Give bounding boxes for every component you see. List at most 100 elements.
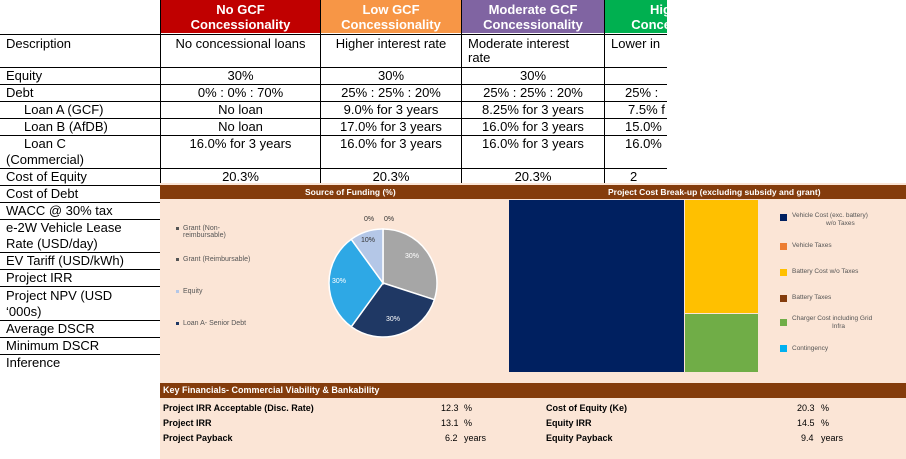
legend-grant-non-reimbursable: Grant (Non- reimbursable) [176, 225, 226, 239]
kf-label-equity-irr: Equity IRR [546, 418, 592, 428]
legend-label: Grant (Non- [183, 225, 220, 232]
legend-label-line2: Infra [832, 323, 846, 330]
cell-debt-no-gcf: 0% : 0% : 70% [197, 85, 284, 100]
kf-unit-cost-of-equity: % [821, 403, 830, 413]
header-subtitle: Concessionality [341, 17, 441, 32]
cell-equity-low-gcf: 30% [377, 68, 405, 83]
legend-vehicle-cost: Vehicle Cost (exc. battery) w/o Taxes [792, 212, 868, 228]
cell-cost-equity-no-gcf: 20.3% [222, 169, 259, 184]
legend-grant-reimbursable: Grant (Reimbursable) [176, 256, 250, 263]
kf-unit-equity-irr: % [821, 418, 830, 428]
cell-loan-c-high-gcf: 16.0% [625, 136, 662, 151]
legend-loan-a: Loan A- Senior Debt [176, 320, 246, 327]
cell-description-high-gcf: Lower in [611, 36, 661, 51]
funding-chart-title: Source of Funding (%) [305, 187, 396, 197]
kf-unit-irr-acceptable: % [464, 403, 473, 413]
kf-value-equity-irr: 14.5 [797, 418, 815, 428]
legend-label: Vehicle Cost (exc. battery) [792, 212, 868, 219]
legend-equity: Equity [176, 288, 202, 295]
swatch-charger-cost [780, 319, 787, 326]
legend-marker [176, 257, 179, 261]
cell-loan-a-high-gcf: 7.5% f [628, 102, 665, 117]
row-label-wacc: WACC @ 30% tax [6, 203, 113, 218]
key-financials-title: Key Financials- Commercial Viability & B… [163, 385, 380, 395]
cell-debt-low-gcf: 25% : 25% : 20% [341, 85, 441, 100]
cell-cost-equity-high-gcf: 2 [630, 169, 638, 184]
header-title: Hig [650, 2, 667, 17]
kf-value-project-payback: 6.2 [445, 433, 458, 443]
row-label-lease-rate: e-2W Vehicle Lease [6, 220, 122, 235]
kf-unit-equity-payback: years [821, 433, 844, 443]
legend-label-line2: w/o Taxes [826, 220, 855, 227]
row-label-loan-c: Loan C [24, 136, 66, 151]
row-label-average-dscr: Average DSCR [6, 321, 95, 336]
cell-debt-high-gcf: 25% : [625, 85, 659, 100]
pie-label-navy: 30% [386, 316, 401, 323]
legend-marker [176, 289, 179, 293]
treemap-charger-cost [685, 314, 758, 372]
row-label-cost-of-equity: Cost of Equity [6, 169, 87, 184]
legend-marker [176, 321, 179, 325]
kf-unit-project-payback: years [464, 433, 487, 443]
treemap-battery-cost [685, 200, 758, 313]
cell-loan-a-low-gcf: 9.0% for 3 years [343, 102, 439, 117]
kf-value-equity-payback: 9.4 [801, 433, 814, 443]
pie-label-blue: 30% [332, 278, 347, 285]
header-low-gcf[interactable]: Low GCF Concessionality [321, 0, 461, 33]
pie-slice-loan-c [328, 238, 384, 328]
chart-header-band [160, 185, 906, 199]
cell-loan-b-moderate-gcf: 16.0% for 3 years [482, 119, 584, 134]
treemap-vehicle-cost [509, 200, 684, 372]
cell-loan-b-low-gcf: 17.0% for 3 years [340, 119, 442, 134]
row-label-project-irr: Project IRR [6, 270, 73, 285]
legend-label: Charger Cost including Grid [792, 315, 873, 322]
header-subtitle: Concessionality [190, 17, 291, 32]
pie-label-zero-a: 0% [364, 216, 375, 223]
legend-contingency: Contingency [792, 345, 829, 352]
kf-value-cost-of-equity: 20.3 [797, 403, 815, 413]
pie-slice-loan-b [350, 282, 436, 338]
swatch-battery-taxes [780, 295, 787, 302]
legend-battery-taxes: Battery Taxes [792, 294, 832, 301]
pie-label-ten: 10% [361, 237, 376, 244]
legend-battery-cost: Battery Cost w/o Taxes [792, 268, 859, 275]
legend-marker [176, 226, 179, 230]
cell-loan-c-moderate-gcf: 16.0% for 3 years [482, 136, 584, 151]
header-moderate-gcf[interactable]: Moderate GCF Concessionality [462, 0, 604, 33]
row-label-debt: Debt [6, 85, 34, 100]
kf-value-project-irr: 13.1 [441, 418, 459, 428]
row-label-ev-tariff: EV Tariff (USD/kWh) [6, 253, 124, 268]
row-label-lease-rate-line2: Rate (USD/day) [6, 236, 98, 251]
kf-value-irr-acceptable: 12.3 [441, 403, 459, 413]
cost-chart-title: Project Cost Break-up (excluding subsidy… [608, 187, 821, 197]
cell-equity-no-gcf: 30% [227, 68, 254, 83]
header-no-gcf[interactable]: No GCF Concessionality [161, 0, 320, 33]
swatch-battery-cost [780, 269, 787, 276]
pie-slice-equity [350, 228, 384, 286]
cell-loan-c-no-gcf: 16.0% for 3 years [189, 136, 292, 151]
legend-vehicle-taxes: Vehicle Taxes [792, 242, 832, 249]
kf-label-project-irr: Project IRR [163, 418, 212, 428]
row-label-project-npv: Project NPV (USD [6, 288, 113, 303]
legend-label: Equity [183, 288, 203, 295]
pie-label-zero-b: 0% [384, 216, 395, 223]
row-label-equity: Equity [6, 68, 43, 83]
header-high-gcf[interactable]: Hig Conce [605, 0, 667, 33]
row-label-loan-c-line2: (Commercial) [6, 152, 84, 167]
cell-loan-b-no-gcf: No loan [218, 119, 263, 134]
cell-description-low-gcf: Higher interest rate [335, 36, 447, 51]
kf-label-irr-acceptable: Project IRR Acceptable (Disc. Rate) [163, 403, 314, 413]
row-label-loan-a: Loan A (GCF) [24, 102, 104, 117]
cell-cost-equity-moderate-gcf: 20.3% [514, 169, 552, 184]
kf-label-project-payback: Project Payback [163, 433, 233, 443]
pie-label-grey: 30% [405, 253, 420, 260]
cell-equity-moderate-gcf: 30% [519, 68, 547, 83]
legend-label: Loan A- Senior Debt [183, 320, 247, 327]
header-subtitle: Concessionality [483, 17, 583, 32]
cell-description-no-gcf: No concessional loans [175, 36, 306, 51]
cell-loan-c-low-gcf: 16.0% for 3 years [340, 136, 442, 151]
row-label-cost-of-debt: Cost of Debt [6, 186, 79, 201]
row-label-description: Description [6, 36, 72, 51]
swatch-contingency [780, 345, 787, 352]
key-financials-body [160, 399, 906, 459]
